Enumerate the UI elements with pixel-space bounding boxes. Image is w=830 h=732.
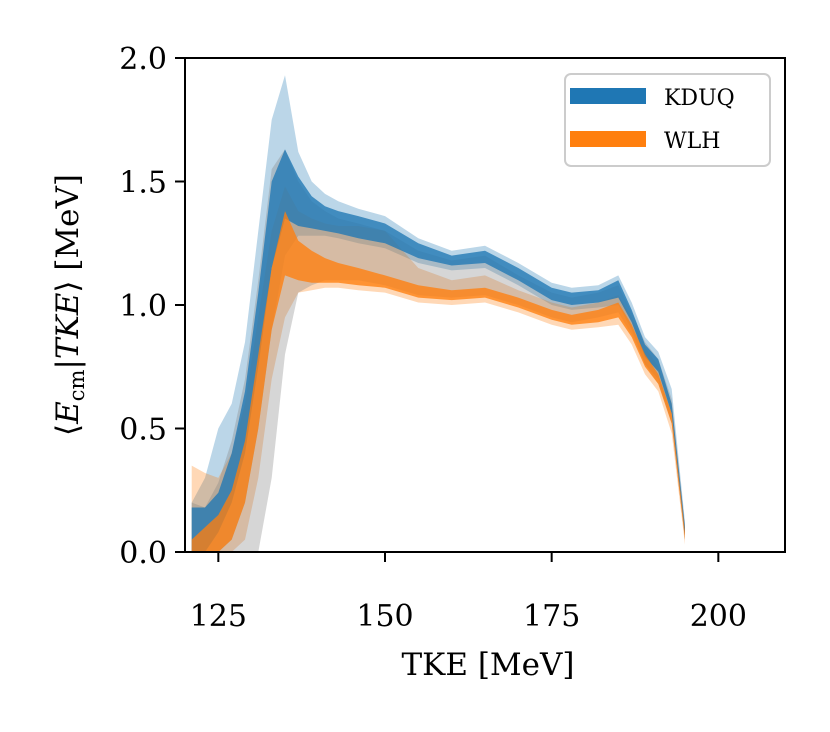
band-overlap-grey <box>191 149 685 552</box>
x-tick-label: 150 <box>356 599 413 634</box>
x-tick-label: 200 <box>690 599 747 634</box>
y-tick-label: 2.0 <box>119 42 167 77</box>
band-outer-kduq <box>191 75 685 552</box>
y-title-sub: cm <box>65 369 89 401</box>
y-tick-label: 1.0 <box>119 289 167 324</box>
y-title-open: ⟨ <box>50 424 86 436</box>
legend-swatch-kduq <box>570 88 646 104</box>
x-tick-label: 125 <box>190 599 247 634</box>
x-axis-title: TKE [MeV] <box>402 647 575 683</box>
x-tick-label: 175 <box>523 599 580 634</box>
svg-text:⟨Ecm|TKE⟩ [MeV]: ⟨Ecm|TKE⟩ [MeV] <box>50 174 89 436</box>
y-axis-title: ⟨Ecm|TKE⟩ [MeV] <box>50 174 89 436</box>
y-tick-label: 1.5 <box>119 166 167 201</box>
y-title-var: E <box>50 401 86 425</box>
y-title-unit: [MeV] <box>50 174 86 281</box>
bands-layer <box>191 75 685 552</box>
y-axis: 0.0 0.5 1.0 1.5 2.0 <box>119 42 185 571</box>
legend-label-wlh: WLH <box>664 129 720 154</box>
x-axis: 125 150 175 200 <box>190 552 747 634</box>
legend-swatch-wlh <box>570 131 646 147</box>
y-title-close: ⟩ <box>50 281 86 293</box>
legend: KDUQ WLH <box>564 73 771 167</box>
legend-label-kduq: KDUQ <box>664 86 735 111</box>
y-tick-label: 0.0 <box>119 536 167 571</box>
y-title-cond: TKE <box>50 292 86 359</box>
y-tick-label: 0.5 <box>119 413 167 448</box>
y-title-bar: | <box>50 359 86 369</box>
